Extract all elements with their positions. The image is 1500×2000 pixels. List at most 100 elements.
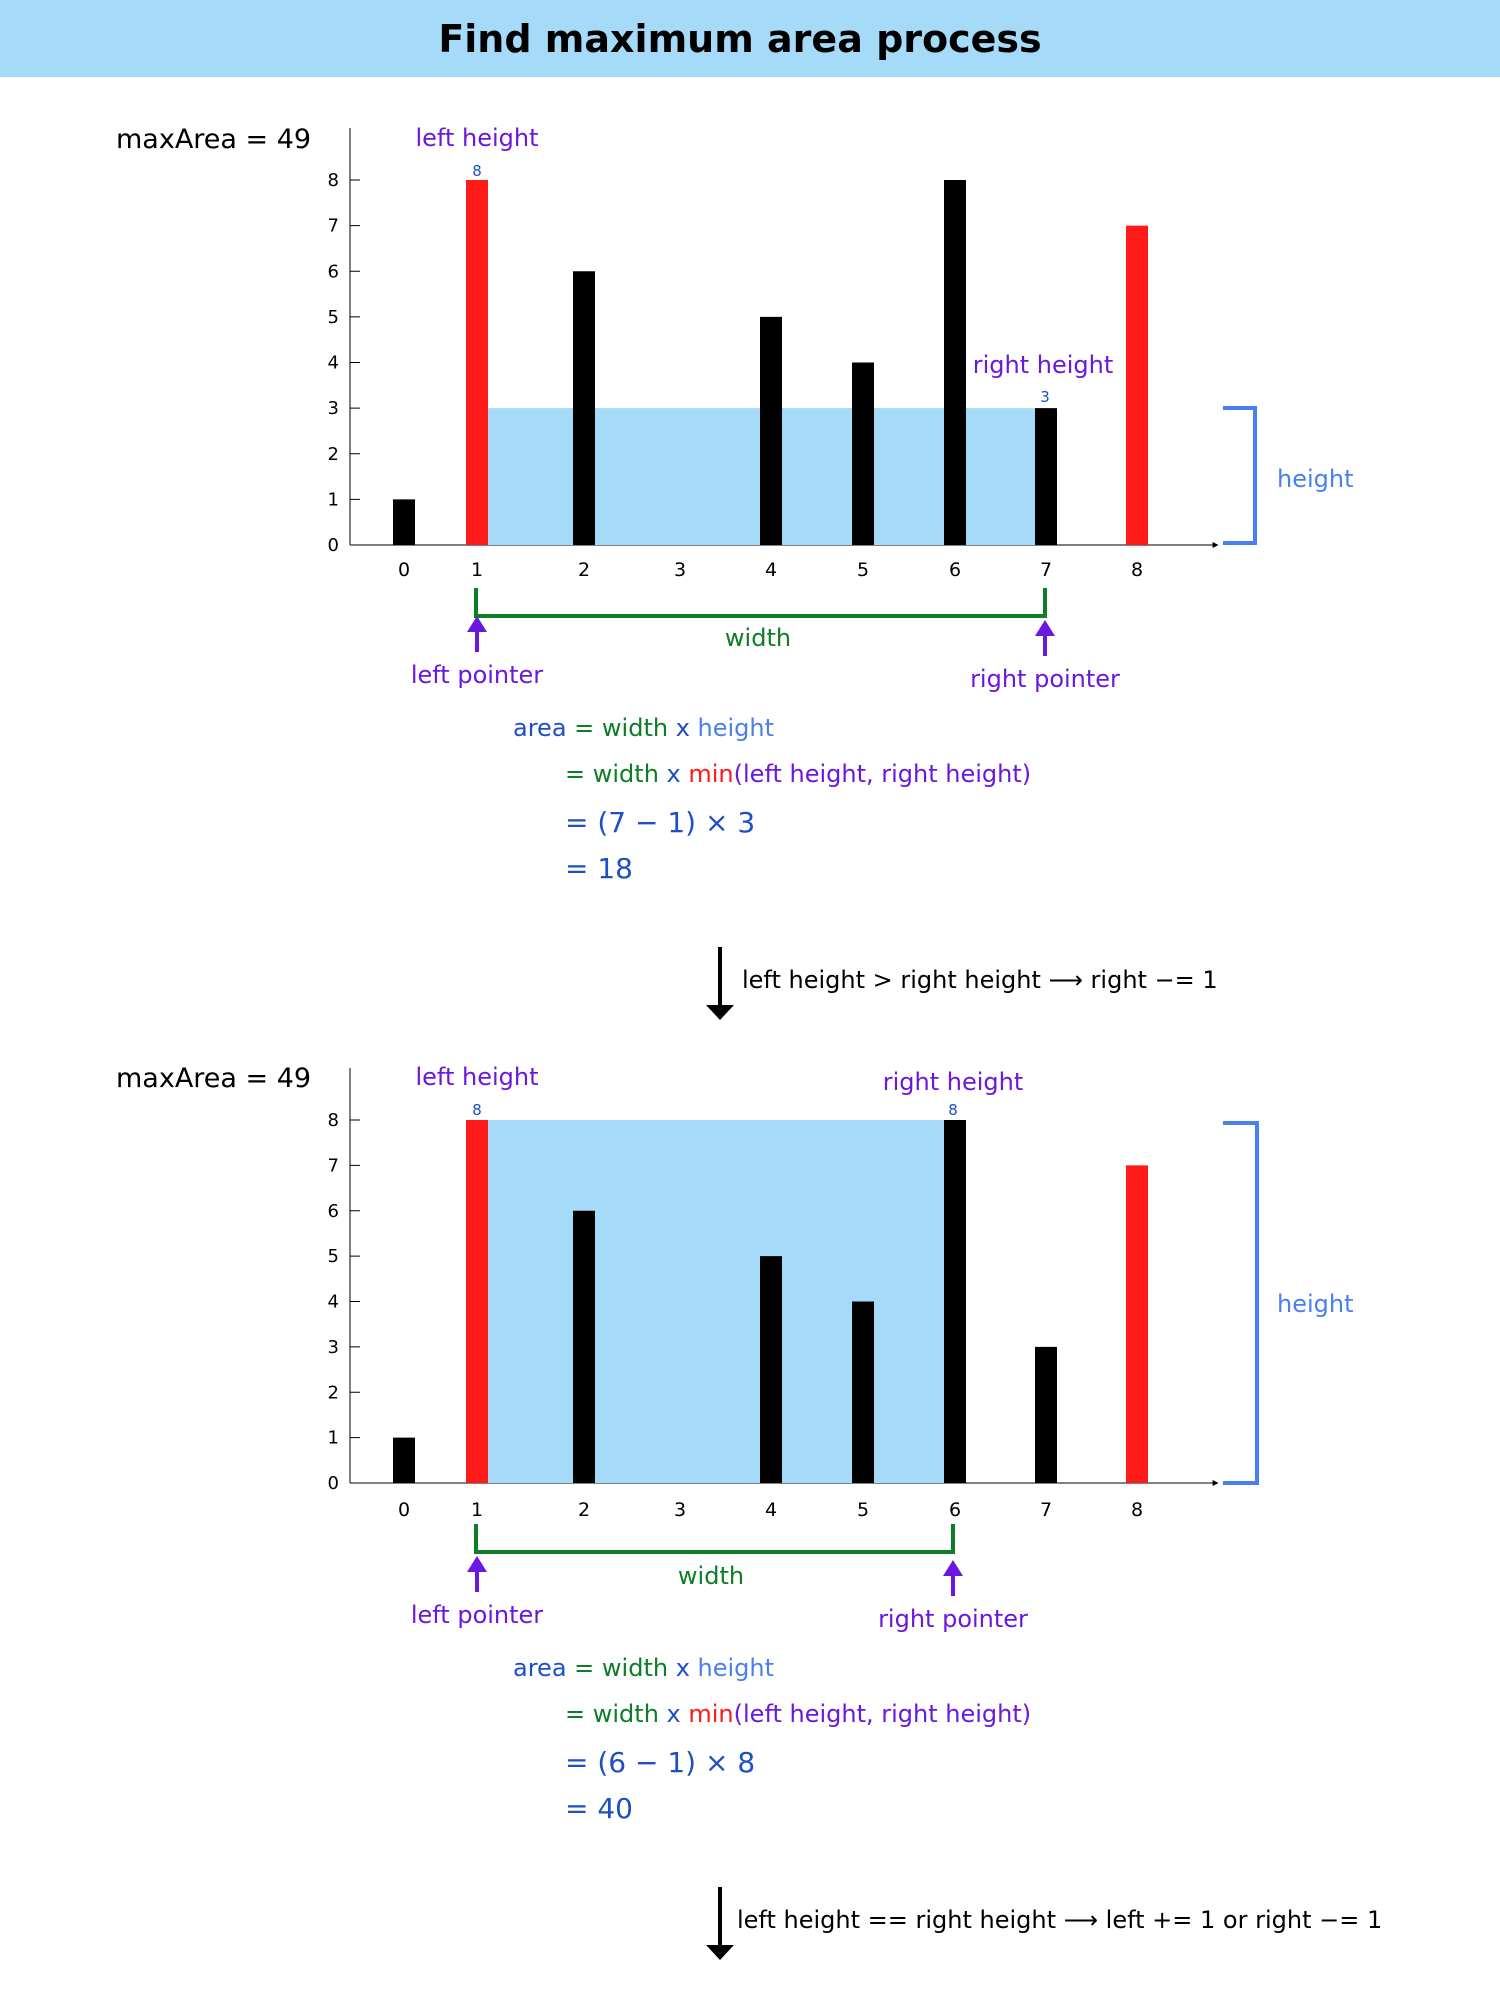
transition-text: left height > right height ⟶ right −= 1 [742,966,1218,994]
y-tick-label: 3 [328,398,339,419]
x-tick-label: 0 [398,559,410,581]
formula-width: width [602,714,668,742]
right-pointer-arrow-icon [943,1560,963,1596]
formula2-width: width [593,1700,659,1728]
step-1-panel: maxArea = 49 0 1 2 3 4 5 6 7 8 0 1 2 3 4 5 6 7 8 left hei… [116,124,1354,1020]
left-pointer-label: left pointer [411,1601,543,1629]
width-label: width [678,1562,744,1590]
y-tick-label: 7 [328,1155,339,1176]
result-line: = 18 [565,852,633,885]
formula-line-1: area = width x height [513,714,774,742]
calc-line: = (6 − 1) × 8 [565,1746,755,1779]
formula2-args: (left height, right height) [734,1700,1032,1728]
formula2-min: min [688,1700,733,1728]
bar-4 [760,1256,782,1483]
bar-2 [573,1210,595,1483]
bar-4 [760,316,782,545]
height-bracket [1223,1121,1259,1485]
formula2-min: min [688,760,733,788]
left-pointer-arrow-icon [467,616,487,652]
transition-text: left height == right height ⟶ left += 1 … [737,1906,1382,1934]
formula-x: x [668,714,697,742]
formula-line-2: = width x min(left height, right height) [565,1700,1031,1728]
bar-1 [466,180,488,545]
formula2-width: width [593,760,659,788]
bar-5 [852,362,874,545]
formula-height: height [698,1654,775,1682]
y-tick-label: 4 [328,353,339,374]
formula-height: height [698,714,775,742]
height-bracket [1223,406,1257,545]
title-banner [0,0,1500,77]
x-tick-label: 4 [765,1499,777,1521]
y-tick-label: 7 [328,216,339,237]
width-bracket [474,588,1047,618]
x-tick-label: 1 [471,1499,483,1521]
right-height-value: 8 [948,1101,958,1119]
right-height-label: right height [973,351,1114,379]
formula2-eq: = [565,1700,593,1728]
bar-2 [573,271,595,545]
y-tick-label: 4 [328,1292,339,1313]
bar-7 [1035,408,1057,545]
max-area-label: maxArea = 49 [116,124,311,155]
step-2-panel: maxArea = 49 0 1 2 3 4 5 6 7 8 0 1 2 3 4 5 6 7 8 left hei… [116,1063,1382,1960]
bar-8 [1126,1165,1148,1483]
page-title: Find maximum area process [438,17,1041,61]
result-line: = 40 [565,1792,633,1825]
x-tick-label: 2 [578,559,590,581]
down-arrow-icon [706,947,734,1020]
x-tick-label: 8 [1131,559,1143,581]
bar-5 [852,1301,874,1483]
max-area-label: maxArea = 49 [116,1063,311,1094]
x-tick-label: 7 [1040,1499,1052,1521]
x-tick-label: 1 [471,559,483,581]
bar-0 [393,499,415,545]
left-height-label: left height [416,1063,539,1091]
formula-width: width [602,1654,668,1682]
x-tick-label: 6 [949,1499,961,1521]
formula2-x: x [659,1700,688,1728]
right-pointer-arrow-icon [1035,620,1055,656]
formula2-eq: = [565,760,593,788]
x-tick-label: 6 [949,559,961,581]
bar-chart-step-2: 0 1 2 3 4 5 6 7 8 0 1 2 3 4 5 6 7 8 [328,1068,1219,1521]
formula2-args: (left height, right height) [734,760,1032,788]
width-label: width [725,624,791,652]
x-tick-label: 2 [578,1499,590,1521]
bar-8 [1126,225,1148,545]
bar-6 [944,180,966,545]
y-tick-label: 3 [328,1337,339,1358]
x-tick-label: 3 [674,559,686,581]
bar-0 [393,1437,415,1483]
width-bracket [474,1524,955,1554]
formula-area: area [513,1654,567,1682]
formula-eq: = [567,714,602,742]
formula-x: x [668,1654,697,1682]
y-tick-label: 2 [328,444,339,465]
y-tick-label: 1 [328,489,339,510]
x-tick-label: 7 [1040,559,1052,581]
right-pointer-label: right pointer [970,665,1120,693]
height-label: height [1277,465,1354,493]
formula2-x: x [659,760,688,788]
water-area [488,1120,944,1483]
formula-line-2: = width x min(left height, right height) [565,760,1031,788]
bar-6 [944,1120,966,1483]
y-tick-label: 8 [328,170,339,191]
right-pointer-label: right pointer [878,1605,1028,1633]
y-tick-label: 1 [328,1428,339,1449]
x-tick-label: 4 [765,559,777,581]
y-tick-label: 0 [328,535,339,556]
y-tick-label: 5 [328,1246,339,1267]
bar-1 [466,1120,488,1483]
left-height-value: 8 [472,1101,482,1119]
down-arrow-icon [706,1887,734,1960]
bar-7 [1035,1346,1057,1483]
y-tick-label: 2 [328,1382,339,1403]
formula-eq: = [567,1654,602,1682]
y-tick-label: 8 [328,1110,339,1131]
bar-chart-step-1: 0 1 2 3 4 5 6 7 8 0 1 2 3 4 5 6 7 8 [328,128,1219,581]
x-tick-label: 8 [1131,1499,1143,1521]
